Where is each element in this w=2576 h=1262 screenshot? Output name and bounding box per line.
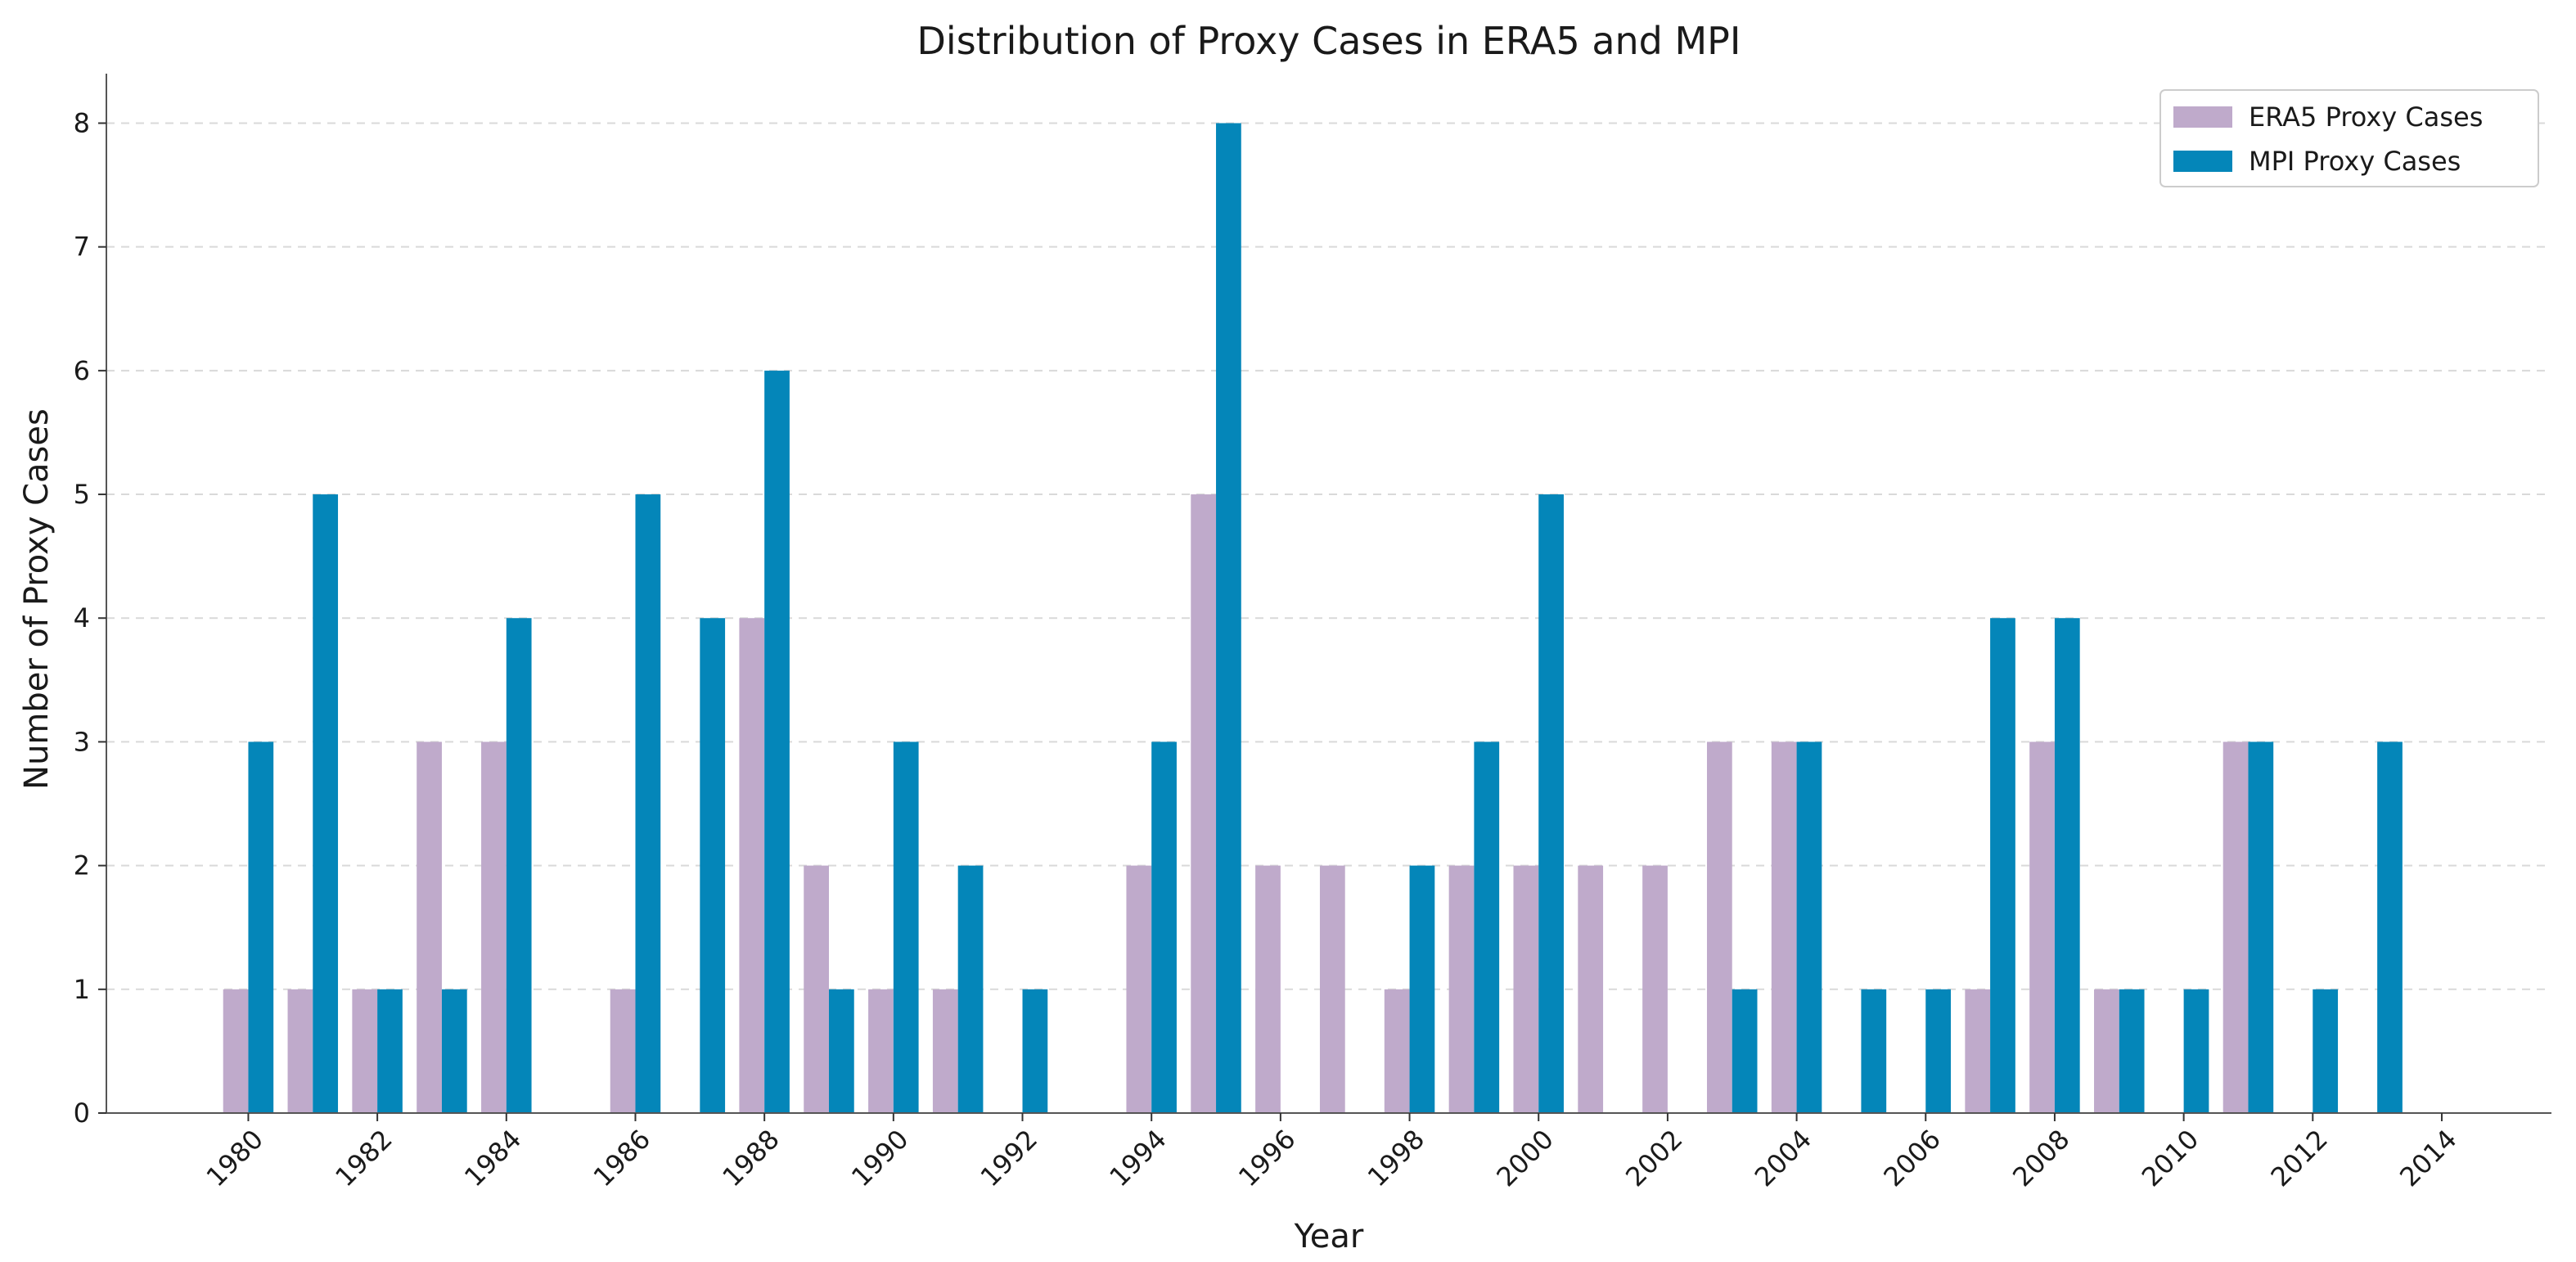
x-tick-label-1982: 1982 (329, 1124, 398, 1192)
x-tick-label-2006: 2006 (1877, 1124, 1946, 1192)
bar-mpi-2007 (1990, 618, 2015, 1113)
bar-era5-1995 (1191, 494, 1217, 1113)
bar-mpi-1998 (1409, 865, 1435, 1113)
bar-mpi-1995 (1216, 123, 1241, 1113)
y-axis-label: Number of Proxy Cases (18, 408, 56, 790)
bar-era5-1990 (868, 989, 894, 1113)
x-tick-label-2004: 2004 (1749, 1124, 1817, 1192)
x-tick-label-2000: 2000 (1490, 1124, 1559, 1192)
bar-era5-1980 (223, 989, 249, 1113)
bar-mpi-1982 (377, 989, 403, 1113)
bars (223, 123, 2403, 1113)
bar-mpi-1984 (506, 618, 532, 1113)
bar-era5-1997 (1319, 865, 1345, 1113)
x-tick-label-1994: 1994 (1103, 1124, 1172, 1192)
bar-era5-1994 (1126, 865, 1152, 1113)
x-tick-label-1996: 1996 (1232, 1124, 1301, 1192)
bar-era5-2011 (2222, 741, 2249, 1113)
bar-mpi-2010 (2183, 989, 2209, 1113)
y-tick-label-1: 1 (74, 974, 90, 1005)
x-tick-label-1984: 1984 (458, 1124, 527, 1192)
x-tick-label-1986: 1986 (588, 1124, 656, 1192)
x-tick-label-2014: 2014 (2394, 1124, 2462, 1192)
gridlines (106, 122, 2551, 990)
bar-mpi-1990 (893, 741, 919, 1113)
y-tick-label-7: 7 (74, 232, 90, 263)
y-tick-label-0: 0 (74, 1097, 90, 1129)
bar-era5-1984 (481, 741, 507, 1113)
bar-mpi-2003 (1732, 989, 1758, 1113)
bar-mpi-2013 (2377, 741, 2403, 1113)
bar-mpi-2011 (2248, 741, 2274, 1113)
bar-mpi-1988 (764, 370, 790, 1113)
y-tick-label-6: 6 (74, 355, 90, 386)
legend-box (2159, 89, 2539, 187)
bar-mpi-1987 (700, 618, 726, 1113)
bar-mpi-1991 (957, 865, 984, 1113)
bar-era5-2009 (2094, 989, 2119, 1113)
bar-era5-2000 (1513, 865, 1539, 1113)
bar-era5-1998 (1384, 989, 1410, 1113)
legend: ERA5 Proxy Cases MPI Proxy Cases (2159, 89, 2539, 187)
y-tick-label-4: 4 (74, 602, 90, 633)
legend-label-era5: ERA5 Proxy Cases (2249, 101, 2483, 133)
bar-era5-1983 (417, 741, 442, 1113)
bar-era5-1989 (804, 865, 829, 1113)
x-tick-label-2010: 2010 (2136, 1124, 2204, 1192)
bar-mpi-2004 (1796, 741, 1822, 1113)
bar-era5-1986 (610, 989, 636, 1113)
x-axis-label: Year (1294, 1218, 1364, 1255)
bar-era5-1982 (352, 989, 378, 1113)
y-tick-label-3: 3 (74, 726, 90, 757)
x-tick-label-2008: 2008 (2006, 1124, 2075, 1192)
x-tick-label-2002: 2002 (1619, 1124, 1688, 1192)
bar-mpi-1989 (828, 989, 854, 1113)
bar-era5-1981 (287, 989, 313, 1113)
y-tick-label-8: 8 (74, 107, 90, 138)
y-tick-label-2: 2 (74, 850, 90, 881)
bar-era5-1991 (932, 989, 958, 1113)
bar-mpi-2008 (2054, 618, 2080, 1113)
x-tick-label-1990: 1990 (845, 1124, 914, 1192)
chart-title: Distribution of Proxy Cases in ERA5 and … (917, 19, 1741, 63)
bar-mpi-1992 (1022, 989, 1048, 1113)
bar-era5-2008 (2029, 741, 2055, 1113)
bar-mpi-2000 (1538, 494, 1564, 1113)
legend-label-mpi: MPI Proxy Cases (2249, 146, 2461, 177)
x-tick-label-1992: 1992 (975, 1124, 1043, 1192)
bar-mpi-2005 (1861, 989, 1887, 1113)
legend-swatch-mpi (2173, 151, 2232, 172)
bar-era5-2007 (1965, 989, 1991, 1113)
bar-mpi-2006 (1925, 989, 1952, 1113)
bar-era5-2004 (1771, 741, 1797, 1113)
x-tick-label-1980: 1980 (200, 1124, 269, 1192)
bar-mpi-1994 (1151, 741, 1177, 1113)
bar-era5-1996 (1255, 865, 1281, 1113)
bar-mpi-2009 (2119, 989, 2145, 1113)
bar-era5-1988 (739, 618, 765, 1113)
bar-mpi-1999 (1474, 741, 1500, 1113)
legend-swatch-era5 (2173, 106, 2232, 128)
bar-mpi-1986 (635, 494, 661, 1113)
bar-mpi-1981 (313, 494, 339, 1113)
y-tick-label-5: 5 (74, 479, 90, 510)
bar-era5-2003 (1706, 741, 1732, 1113)
x-tick-label-1998: 1998 (1362, 1124, 1430, 1192)
x-tick-label-2012: 2012 (2264, 1124, 2333, 1192)
bar-era5-1999 (1448, 865, 1475, 1113)
bar-mpi-1983 (441, 989, 467, 1113)
bar-era5-2001 (1578, 865, 1604, 1113)
x-tick-label-1988: 1988 (716, 1124, 785, 1192)
bar-era5-2002 (1642, 865, 1668, 1113)
bar-mpi-2012 (2313, 989, 2339, 1113)
bar-mpi-1980 (248, 741, 274, 1113)
